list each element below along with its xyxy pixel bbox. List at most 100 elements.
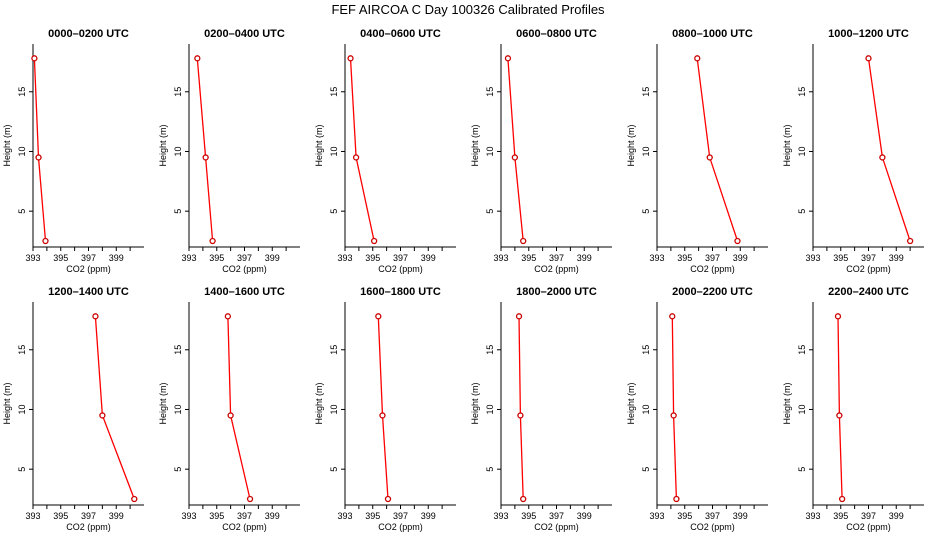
- y-tick-label: 15: [797, 87, 807, 97]
- y-tick-label: 5: [17, 467, 27, 472]
- panel-title: 1000–1200 UTC: [828, 28, 909, 40]
- panel-title: 1600–1800 UTC: [360, 286, 441, 298]
- y-tick-label: 10: [173, 146, 183, 156]
- x-tick-label: 393: [181, 253, 196, 263]
- panel-1600-1800-utc: 1600–1800 UTC 393 395 397 399 5 10 15 CO2 (ppm) H…: [314, 286, 456, 532]
- y-tick-label: 5: [17, 209, 27, 214]
- panel-title: 0600–0800 UTC: [516, 28, 597, 40]
- y-tick-label: 5: [329, 209, 339, 214]
- panel-title: 0400–0600 UTC: [360, 28, 441, 40]
- data-point: [379, 412, 386, 419]
- y-tick-label: 15: [641, 345, 651, 355]
- x-tick-label: 393: [25, 253, 40, 263]
- panel-1400-1600-utc: 1400–1600 UTC 393 395 397 399 5 10 15 CO2 (ppm) H…: [158, 286, 300, 532]
- x-tick-label: 399: [109, 511, 124, 521]
- data-point: [520, 237, 527, 245]
- y-axis-title: Height (m): [626, 124, 636, 166]
- x-tick-label: 399: [421, 253, 436, 263]
- panel-title: 0000–0200 UTC: [48, 28, 129, 40]
- profile-line: [518, 316, 524, 500]
- x-tick-label: 395: [521, 511, 536, 521]
- data-point: [131, 495, 138, 503]
- y-tick-label: 10: [485, 146, 495, 156]
- y-axis-title: Height (m): [314, 382, 324, 424]
- panel-title: 0800–1000 UTC: [672, 28, 753, 40]
- x-tick-label: 395: [521, 253, 536, 263]
- x-tick-label: 395: [53, 253, 68, 263]
- x-tick-label: 397: [705, 253, 720, 263]
- y-tick-label: 5: [641, 467, 651, 472]
- x-tick-label: 397: [861, 253, 876, 263]
- data-point: [347, 55, 354, 62]
- x-axis-title: CO2 (ppm): [66, 264, 111, 274]
- figure-title: FEF AIRCOA C Day 100326 Calibrated Profi…: [331, 2, 605, 17]
- x-tick-label: 393: [337, 511, 352, 521]
- x-tick-label: 395: [833, 253, 848, 263]
- data-point: [202, 154, 209, 161]
- data-point: [209, 237, 216, 245]
- y-tick-label: 15: [329, 87, 339, 97]
- x-tick-label: 397: [393, 253, 408, 263]
- x-tick-label: 395: [53, 511, 68, 521]
- x-tick-label: 399: [889, 511, 904, 521]
- x-axis-title: CO2 (ppm): [378, 264, 423, 274]
- panel-title: 1800–2000 UTC: [516, 286, 597, 298]
- y-tick-label: 5: [485, 467, 495, 472]
- data-point: [669, 313, 676, 320]
- x-tick-label: 399: [265, 253, 280, 263]
- data-point: [42, 237, 49, 245]
- x-axis-title: CO2 (ppm): [846, 264, 891, 274]
- y-tick-label: 15: [173, 87, 183, 97]
- data-point: [224, 313, 232, 320]
- y-tick-label: 10: [797, 146, 807, 156]
- profile-line: [94, 316, 135, 500]
- y-tick-label: 10: [797, 404, 807, 414]
- data-point: [865, 55, 872, 62]
- x-tick-label: 399: [265, 511, 280, 521]
- y-tick-label: 5: [797, 467, 807, 472]
- y-tick-label: 15: [641, 87, 651, 97]
- data-point: [906, 237, 914, 245]
- panel-title: 2000–2200 UTC: [672, 286, 753, 298]
- y-axis-title: Height (m): [626, 382, 636, 424]
- x-axis-title: CO2 (ppm): [690, 522, 735, 532]
- data-point: [375, 313, 382, 320]
- data-point: [99, 412, 106, 419]
- profile-line: [196, 58, 214, 242]
- x-axis-title: CO2 (ppm): [378, 522, 423, 532]
- panel-title: 1400–1600 UTC: [204, 286, 285, 298]
- data-point: [838, 495, 846, 503]
- panel-title: 0200–0400 UTC: [204, 28, 285, 40]
- x-tick-label: 393: [493, 253, 508, 263]
- x-axis-title: CO2 (ppm): [222, 264, 267, 274]
- data-point: [352, 154, 360, 161]
- x-tick-label: 399: [577, 253, 592, 263]
- panel-0200-0400-utc: 0200–0400 UTC 393 395 397 399 5 10 15 CO2 (ppm) H…: [158, 28, 300, 274]
- y-axis-title: Height (m): [2, 124, 12, 166]
- panel-title: 2200–2400 UTC: [828, 286, 909, 298]
- x-tick-label: 393: [649, 253, 664, 263]
- x-tick-label: 393: [805, 511, 820, 521]
- data-point: [670, 412, 677, 419]
- y-axis-title: Height (m): [470, 124, 480, 166]
- data-point: [92, 313, 99, 320]
- x-axis-title: CO2 (ppm): [690, 264, 735, 274]
- panel-1000-1200-utc: 1000–1200 UTC 393 395 397 399 5 10 15 CO2 (ppm) H…: [782, 28, 924, 274]
- x-tick-label: 395: [209, 511, 224, 521]
- y-tick-label: 15: [485, 345, 495, 355]
- y-tick-label: 15: [485, 87, 495, 97]
- x-tick-label: 395: [365, 253, 380, 263]
- x-tick-label: 397: [705, 511, 720, 521]
- x-axis-title: CO2 (ppm): [66, 522, 111, 532]
- y-tick-label: 15: [17, 345, 27, 355]
- panel-1800-2000-utc: 1800–2000 UTC 393 395 397 399 5 10 15 CO2 (ppm) H…: [470, 286, 612, 532]
- x-tick-label: 399: [109, 253, 124, 263]
- y-axis-title: Height (m): [158, 124, 168, 166]
- data-point: [836, 412, 843, 419]
- y-tick-label: 15: [329, 345, 339, 355]
- profile-line: [377, 316, 389, 500]
- x-tick-label: 393: [493, 511, 508, 521]
- y-tick-label: 5: [173, 209, 183, 214]
- x-tick-label: 399: [577, 511, 592, 521]
